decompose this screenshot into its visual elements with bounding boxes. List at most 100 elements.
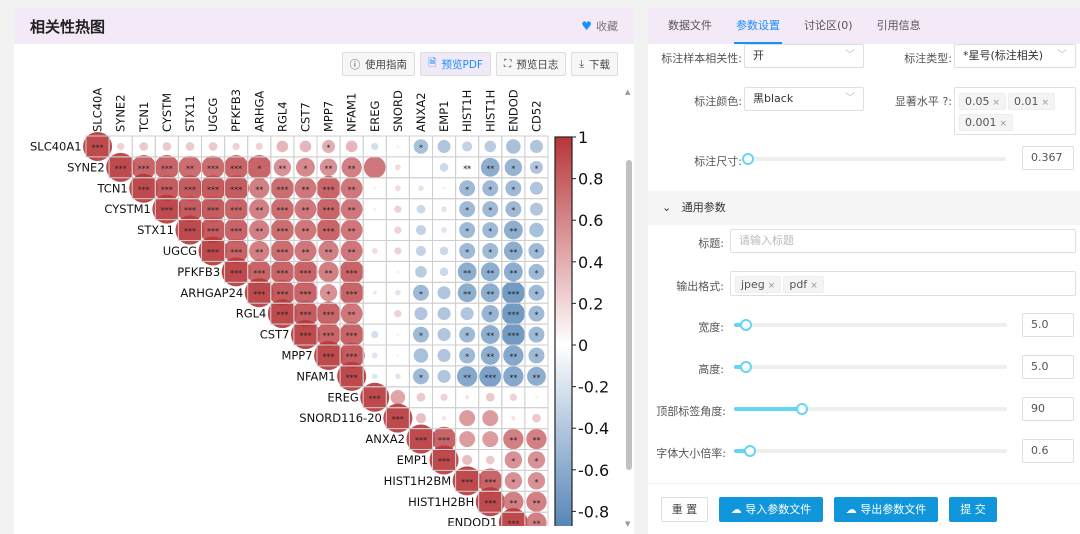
annot-size-slider[interactable] (742, 153, 1006, 165)
correlation-circle (509, 393, 517, 401)
annot-corr-select[interactable]: 开 ﹀ (744, 44, 864, 68)
slider-handle[interactable] (796, 403, 808, 415)
significance-star: * (488, 248, 492, 257)
scroll-down-icon[interactable]: ▼ (625, 520, 631, 528)
column-label: STX11 (183, 95, 197, 132)
width-input[interactable]: 5.0 (1022, 313, 1074, 337)
colorbar-tick-label: 1 (578, 128, 588, 147)
significance-star: ** (509, 436, 517, 445)
significance-star: *** (323, 332, 335, 341)
width-label: 宽度: (698, 321, 724, 334)
correlation-circle (316, 217, 341, 243)
significance-star: ** (278, 164, 286, 173)
correlation-circle (460, 307, 474, 321)
close-icon[interactable]: × (999, 119, 1008, 129)
correlation-circle (439, 246, 449, 256)
guide-button[interactable]: ⓘ 使用指南 (341, 52, 416, 76)
tab-data-file[interactable]: 数据文件 (668, 19, 712, 32)
correlation-circle (504, 158, 523, 177)
slider-handle[interactable] (742, 153, 754, 165)
close-icon[interactable]: × (767, 281, 776, 291)
export-params-button[interactable]: ☁ 导出参数文件 (834, 497, 938, 522)
correlation-circle (503, 366, 524, 387)
tab-parameters[interactable]: 参数设置 (724, 8, 792, 44)
correlation-circle (371, 373, 378, 380)
annot-size-input[interactable]: 0.367 (1022, 146, 1074, 170)
reset-button[interactable]: 重 置 (661, 497, 708, 522)
font-scale-input[interactable]: 0.6 (1022, 439, 1074, 463)
tag-text: pdf (789, 278, 808, 291)
significance-star: *** (230, 206, 242, 215)
correlation-circle (246, 259, 272, 285)
correlation-circle (527, 366, 546, 386)
chevron-down-icon: ﹀ (1057, 50, 1067, 61)
significance-star: ** (532, 436, 540, 445)
preview-pdf-button[interactable]: 🗎 预览PDF (420, 52, 491, 76)
help-circle-icon[interactable]: ? (942, 95, 949, 108)
tab-discussion[interactable]: 讨论区(0) (804, 19, 853, 32)
correlation-circle (340, 302, 363, 325)
width-slider[interactable] (734, 319, 1007, 331)
correlation-circle (339, 322, 364, 347)
significance-star: * (534, 332, 538, 341)
correlation-circle (437, 307, 451, 321)
label-angle-input[interactable]: 90 (1022, 397, 1074, 421)
scroll-up-icon[interactable]: ▲ (625, 88, 631, 96)
slider-handle[interactable] (740, 319, 752, 331)
column-label: PFKFB3 (229, 89, 243, 132)
correlation-circle (360, 382, 390, 412)
significance-star: * (488, 206, 492, 215)
correlation-circle (371, 248, 378, 254)
row-label: HIST1H2BM (384, 474, 451, 488)
submit-button[interactable]: 提 交 (949, 497, 997, 522)
slider-handle[interactable] (740, 361, 752, 373)
row-label: SLC40A1 (30, 139, 82, 153)
significance-star: *** (323, 185, 335, 194)
tag-0.001: 0.001 × (959, 114, 1014, 131)
preview-log-button[interactable]: ⛶ 预览日志 (495, 52, 567, 76)
import-params-button[interactable]: ☁ 导入参数文件 (719, 497, 823, 522)
significance-star: ** (486, 164, 494, 173)
row-label: PFKFB3 (177, 265, 220, 279)
close-icon[interactable]: × (1041, 98, 1050, 108)
close-icon[interactable]: × (992, 98, 1001, 108)
correlation-circle (501, 322, 525, 347)
correlation-circle (394, 205, 402, 213)
row-label: SNORD116-20 (299, 411, 382, 425)
colorbar-tick-label: -0.4 (578, 419, 609, 438)
correlation-circle (345, 140, 358, 153)
significance-star: *** (161, 185, 173, 194)
correlation-circle (482, 201, 499, 218)
height-input[interactable]: 5.0 (1022, 355, 1074, 379)
significance-star: * (511, 457, 515, 466)
significance-star: *** (438, 436, 450, 445)
significance-star: *** (207, 206, 219, 215)
download-button[interactable]: ⤓ 下载 (571, 52, 618, 76)
correlation-circle (374, 229, 376, 231)
output-format-tags[interactable]: jpeg × pdf × (730, 271, 1076, 296)
significance-star: *** (207, 185, 219, 194)
annot-color-select[interactable]: 黑black ﹀ (744, 87, 864, 111)
correlation-circle (200, 196, 227, 223)
sig-level-tags[interactable]: 0.05 × 0.01 ×0.001 × (954, 87, 1076, 135)
correlation-circle (316, 301, 341, 326)
favorite-button[interactable]: ♥ 收藏 (581, 18, 618, 34)
font-scale-slider[interactable] (734, 445, 1007, 457)
scrollbar[interactable]: ▲ ▼ (625, 88, 632, 528)
height-slider[interactable] (734, 361, 1007, 373)
correlation-circle (459, 326, 476, 343)
correlation-circle (431, 426, 457, 452)
title-input[interactable]: 请输入标题 (730, 229, 1076, 253)
scrollbar-thumb[interactable] (626, 160, 632, 470)
general-params-section[interactable]: ⌄ 通用参数 (648, 191, 1080, 225)
tab-citation[interactable]: 引用信息 (876, 19, 921, 32)
close-icon[interactable]: × (810, 281, 818, 291)
slider-handle[interactable] (744, 445, 756, 457)
label-angle-slider[interactable] (734, 403, 1007, 415)
correlation-circle (529, 222, 544, 238)
correlation-circle (394, 373, 401, 380)
correlation-circle (535, 395, 538, 399)
correlation-circle (394, 247, 402, 255)
correlation-circle (340, 219, 363, 241)
annot-type-select[interactable]: *星号(标注相关) ﹀ (954, 44, 1076, 68)
